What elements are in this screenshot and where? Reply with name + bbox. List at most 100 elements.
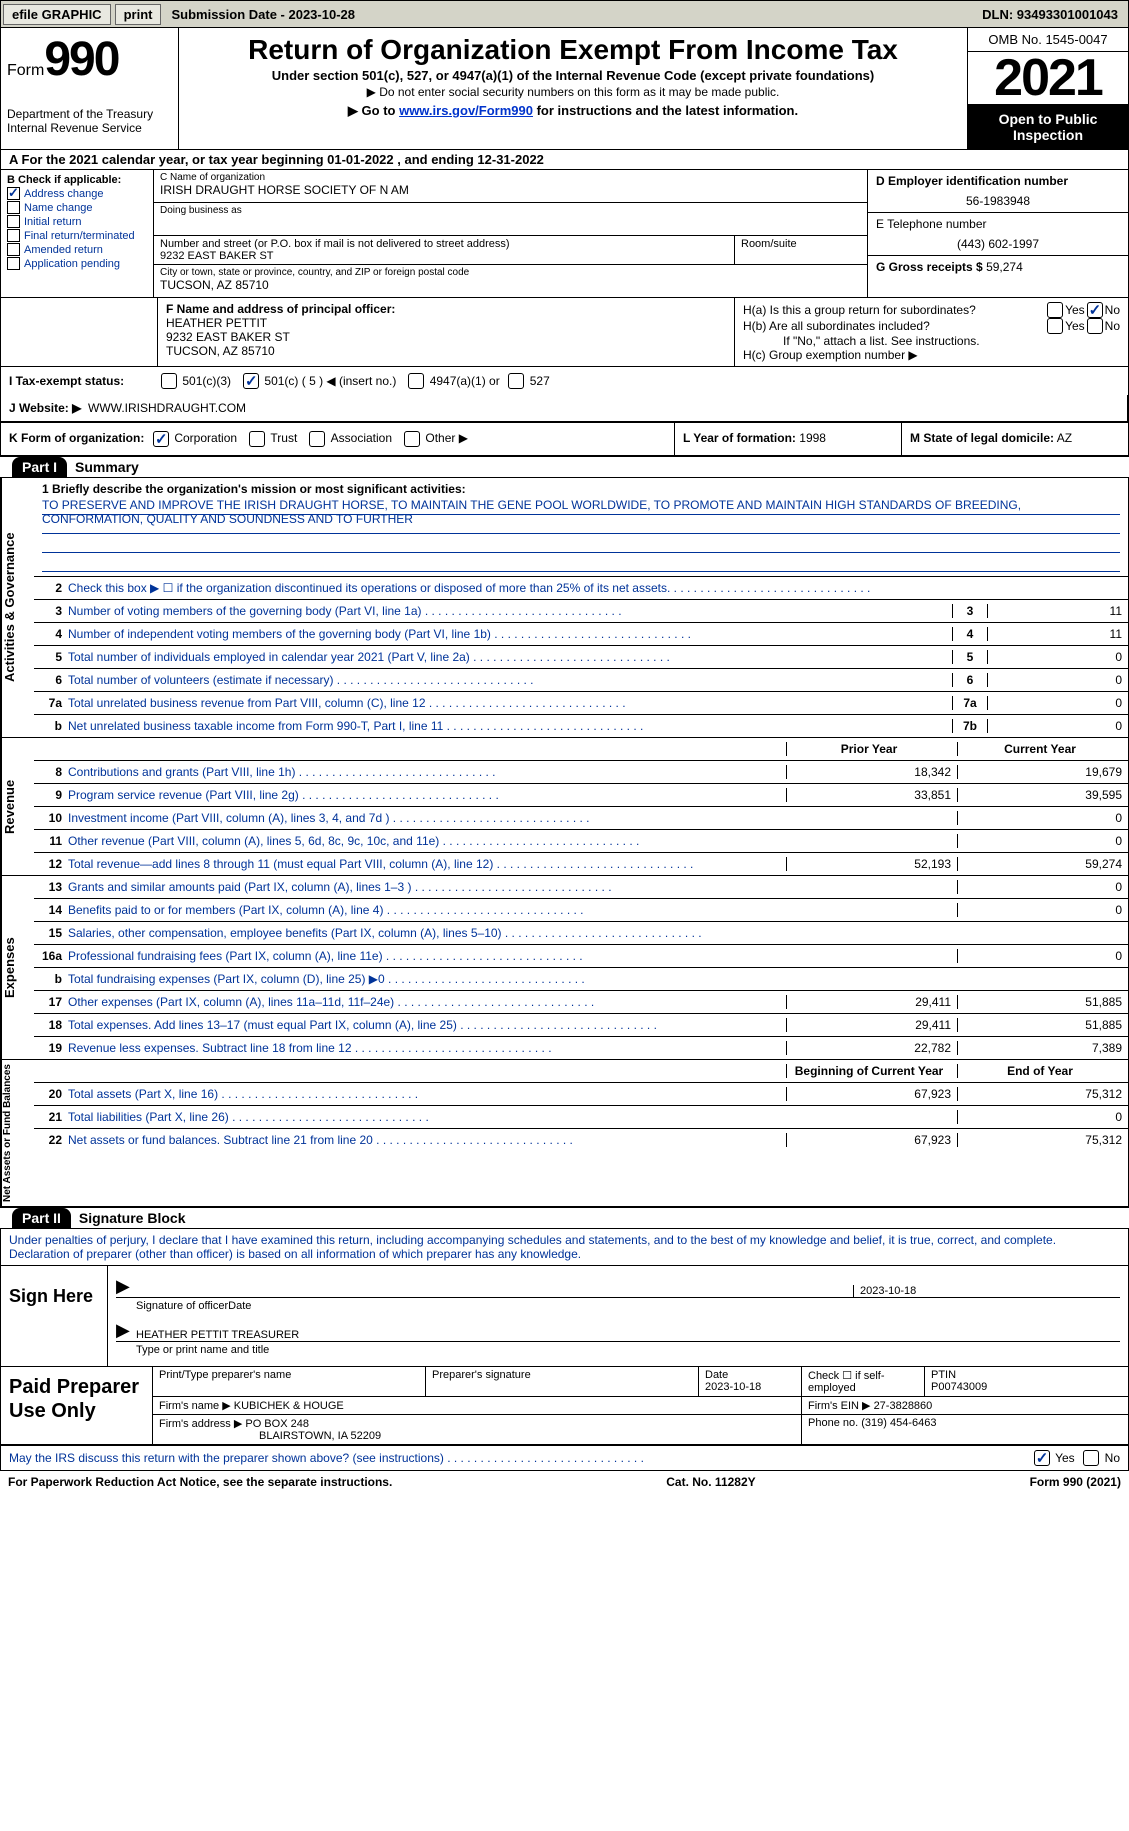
tel-label: E Telephone number xyxy=(876,217,1120,231)
year-formation: 1998 xyxy=(799,431,826,445)
part1-title: Summary xyxy=(67,457,147,477)
dept-treasury: Department of the Treasury Internal Reve… xyxy=(7,107,172,135)
open-public-badge: Open to Public Inspection xyxy=(968,105,1128,149)
checkbox-name-change[interactable] xyxy=(7,201,20,214)
footer-left: For Paperwork Reduction Act Notice, see … xyxy=(8,1475,392,1489)
room-label: Room/suite xyxy=(741,238,861,250)
irs-discuss-no[interactable] xyxy=(1083,1450,1099,1466)
summary-line-2: 2Check this box ▶ ☐ if the organization … xyxy=(34,577,1128,600)
website-value: WWW.IRISHDRAUGHT.COM xyxy=(88,401,246,415)
i-527[interactable] xyxy=(508,373,524,389)
h-a-no[interactable] xyxy=(1087,302,1103,318)
part1-label: Part I xyxy=(12,457,67,477)
i-501c3[interactable] xyxy=(161,373,177,389)
h-b-yes[interactable] xyxy=(1047,318,1063,334)
irs-link[interactable]: www.irs.gov/Form990 xyxy=(399,103,533,118)
ptin: P00743009 xyxy=(931,1381,987,1393)
i-4947[interactable] xyxy=(408,373,424,389)
form-label: Form xyxy=(7,62,44,79)
expense-line-14: 14Benefits paid to or for members (Part … xyxy=(34,899,1128,922)
top-bar: efile GRAPHIC print Submission Date - 20… xyxy=(0,0,1129,28)
print-button[interactable]: print xyxy=(115,4,162,25)
checkbox-address-change[interactable] xyxy=(7,187,20,200)
org-name-label: C Name of organization xyxy=(160,172,861,183)
checkbox-amended[interactable] xyxy=(7,243,20,256)
governance-section: Activities & Governance 1 Briefly descri… xyxy=(0,478,1129,738)
col-c: C Name of organization IRISH DRAUGHT HOR… xyxy=(154,170,868,297)
revenue-line-10: 10Investment income (Part VIII, column (… xyxy=(34,807,1128,830)
checkbox-application-pending[interactable] xyxy=(7,257,20,270)
k-other[interactable] xyxy=(404,431,420,447)
checkbox-final-return[interactable] xyxy=(7,229,20,242)
section-bcd: B Check if applicable: Address change Na… xyxy=(0,170,1129,298)
netassets-line-22: 22Net assets or fund balances. Subtract … xyxy=(34,1129,1128,1151)
summary-line-6: 6Total number of volunteers (estimate if… xyxy=(34,669,1128,692)
sign-here-label: Sign Here xyxy=(1,1266,108,1366)
revenue-header: Prior Year Current Year xyxy=(34,738,1128,761)
firm-name: KUBICHEK & HOUGE xyxy=(234,1400,344,1412)
summary-line-5: 5Total number of individuals employed in… xyxy=(34,646,1128,669)
i-501c[interactable] xyxy=(243,373,259,389)
row-fh: F Name and address of principal officer:… xyxy=(0,298,1129,367)
paid-preparer-section: Paid Preparer Use Only Print/Type prepar… xyxy=(0,1367,1129,1446)
city-value: TUCSON, AZ 85710 xyxy=(160,278,861,292)
form-note-2: ▶ Go to www.irs.gov/Form990 for instruct… xyxy=(183,103,963,119)
checkbox-initial-return[interactable] xyxy=(7,215,20,228)
expense-line-18: 18Total expenses. Add lines 13–17 (must … xyxy=(34,1014,1128,1037)
submission-date: Submission Date - 2023-10-28 xyxy=(163,7,363,22)
footer-right: Form 990 (2021) xyxy=(1030,1475,1121,1489)
row-i: I Tax-exempt status: 501(c)(3) 501(c) ( … xyxy=(0,367,1129,395)
h-b-no[interactable] xyxy=(1087,318,1103,334)
irs-discuss-yes[interactable] xyxy=(1034,1450,1050,1466)
state-domicile: AZ xyxy=(1057,431,1072,445)
footer-mid: Cat. No. 11282Y xyxy=(666,1475,755,1489)
netassets-header: Beginning of Current Year End of Year xyxy=(34,1060,1128,1083)
efile-button[interactable]: efile GRAPHIC xyxy=(3,4,111,25)
expense-line-16a: 16aProfessional fundraising fees (Part I… xyxy=(34,945,1128,968)
ein-value: 56-1983948 xyxy=(876,194,1120,208)
address-label: Number and street (or P.O. box if mail i… xyxy=(160,238,728,250)
arrow-icon: ▶ xyxy=(116,1320,136,1341)
netassets-line-21: 21Total liabilities (Part X, line 26)0 xyxy=(34,1106,1128,1129)
expenses-vlabel: Expenses xyxy=(1,876,34,1059)
form-header: Form990 Department of the Treasury Inter… xyxy=(0,28,1129,150)
firm-phone: (319) 454-6463 xyxy=(861,1417,936,1429)
form-title: Return of Organization Exempt From Incom… xyxy=(183,34,963,66)
netassets-line-20: 20Total assets (Part X, line 16)67,92375… xyxy=(34,1083,1128,1106)
expense-line-17: 17Other expenses (Part IX, column (A), l… xyxy=(34,991,1128,1014)
revenue-line-8: 8Contributions and grants (Part VIII, li… xyxy=(34,761,1128,784)
sign-date: 2023-10-18 xyxy=(853,1285,1120,1297)
page-footer: For Paperwork Reduction Act Notice, see … xyxy=(0,1471,1129,1493)
k-trust[interactable] xyxy=(249,431,265,447)
col-d: D Employer identification number 56-1983… xyxy=(868,170,1128,297)
part1-bar: Part I Summary xyxy=(0,457,1129,478)
expenses-section: Expenses 13Grants and similar amounts pa… xyxy=(0,876,1129,1060)
address-value: 9232 EAST BAKER ST xyxy=(160,250,728,262)
row-j: J Website: ▶ WWW.IRISHDRAUGHT.COM xyxy=(0,395,1129,423)
form-subtitle: Under section 501(c), 527, or 4947(a)(1)… xyxy=(183,68,963,83)
line-a: A For the 2021 calendar year, or tax yea… xyxy=(0,150,1129,170)
h-c: H(c) Group exemption number ▶ xyxy=(743,348,1120,362)
firm-ein: 27-3828860 xyxy=(874,1400,933,1412)
may-irs-discuss: May the IRS discuss this return with the… xyxy=(0,1446,1129,1471)
tax-year: 2021 xyxy=(968,52,1128,105)
gross-label: G Gross receipts $ xyxy=(876,260,983,274)
part2-label: Part II xyxy=(12,1208,71,1228)
k-assoc[interactable] xyxy=(309,431,325,447)
dba-label: Doing business as xyxy=(160,205,861,216)
tel-value: (443) 602-1997 xyxy=(876,237,1120,251)
summary-line-3: 3Number of voting members of the governi… xyxy=(34,600,1128,623)
part2-title: Signature Block xyxy=(71,1208,194,1228)
k-corp[interactable] xyxy=(153,431,169,447)
revenue-section: Revenue Prior Year Current Year 8Contrib… xyxy=(0,738,1129,876)
part2-declaration: Under penalties of perjury, I declare th… xyxy=(0,1229,1129,1266)
revenue-line-9: 9Program service revenue (Part VIII, lin… xyxy=(34,784,1128,807)
summary-line-b: bNet unrelated business taxable income f… xyxy=(34,715,1128,737)
expense-line-13: 13Grants and similar amounts paid (Part … xyxy=(34,876,1128,899)
row-klm: K Form of organization: Corporation Trus… xyxy=(0,423,1129,457)
summary-line-4: 4Number of independent voting members of… xyxy=(34,623,1128,646)
summary-line-7a: 7aTotal unrelated business revenue from … xyxy=(34,692,1128,715)
h-a-yes[interactable] xyxy=(1047,302,1063,318)
part2-bar: Part II Signature Block xyxy=(0,1208,1129,1229)
form-number: 990 xyxy=(44,33,118,86)
